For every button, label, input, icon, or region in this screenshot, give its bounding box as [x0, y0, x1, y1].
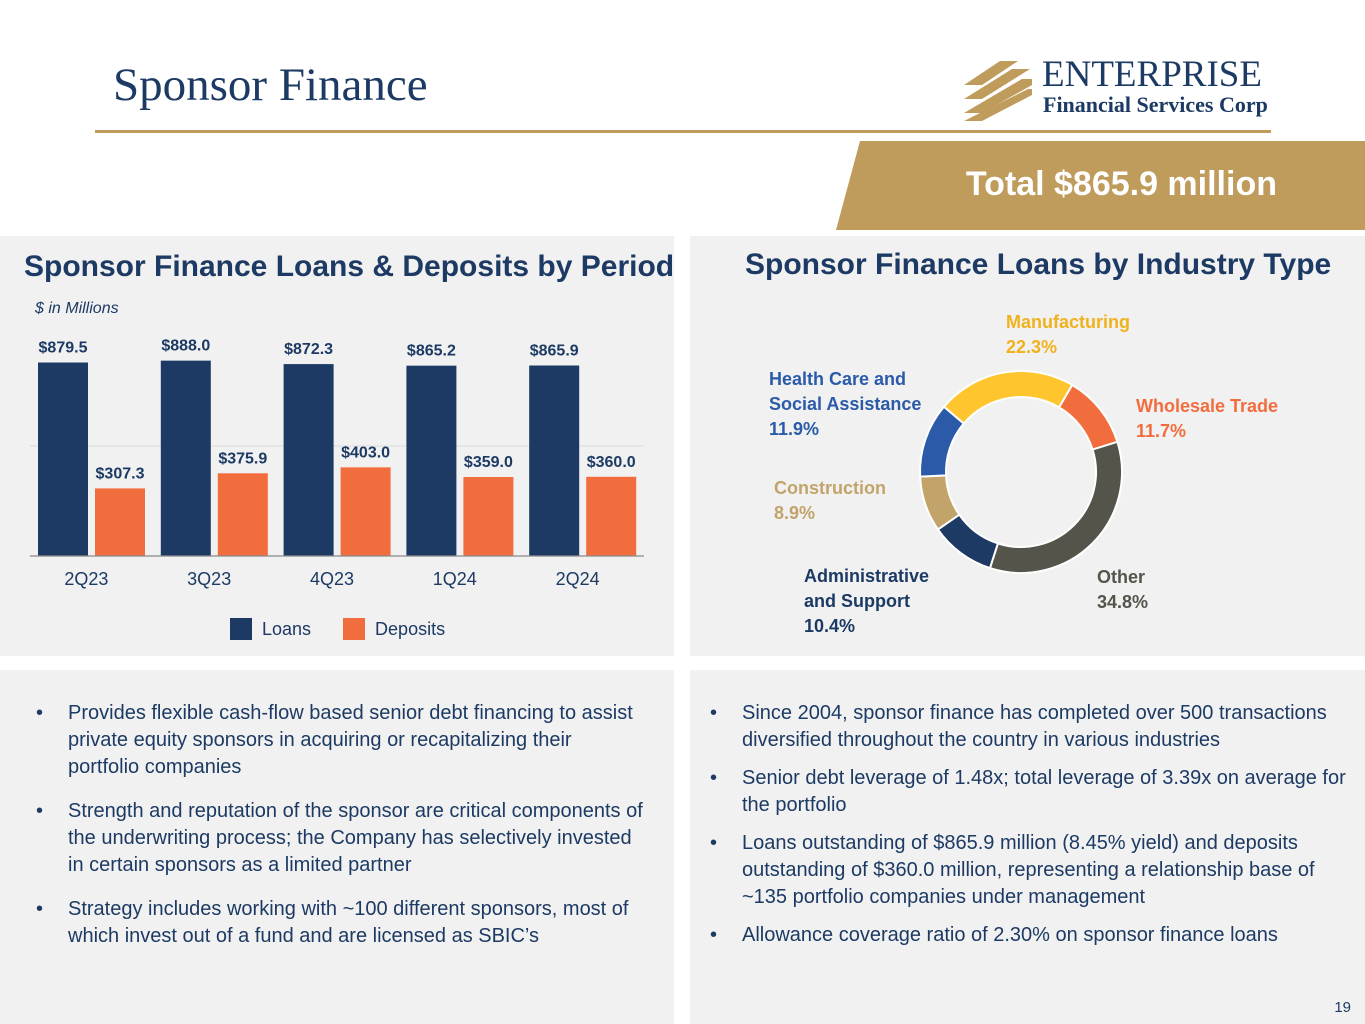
label-wholesale: Wholesale Trade 11.7%: [1136, 394, 1278, 444]
loans-deposits-panel: Sponsor Finance Loans & Deposits by Peri…: [0, 236, 674, 656]
title-divider: [95, 130, 1271, 133]
label-other: Other 34.8%: [1097, 565, 1148, 615]
donut-chart: [919, 370, 1123, 574]
page-number: 19: [1334, 999, 1351, 1016]
bar-loans-4Q23: [283, 364, 334, 556]
data-label-deposits-1Q24: $359.0: [464, 454, 513, 471]
label-admin-line2: and Support: [804, 591, 910, 611]
label-other-name: Other: [1097, 567, 1146, 587]
description-panel-left: Provides flexible cash-flow based senior…: [0, 670, 674, 1024]
label-admin-line1: Administrative: [804, 566, 930, 586]
donut-slice-health-care-and-social-assistance: [919, 405, 966, 478]
data-label-loans-3Q23: $888.0: [161, 338, 210, 355]
donut-chart-title: Sponsor Finance Loans by Industry Type: [745, 248, 1332, 281]
label-manufacturing-value: 22.3%: [1006, 337, 1058, 357]
company-logo: ENTERPRISE Financial Services Corp: [960, 54, 1275, 125]
legend-label-loans: Loans: [262, 618, 312, 639]
data-label-deposits-2Q23: $307.3: [96, 465, 145, 482]
logo-subtitle: Financial Services Corp: [1043, 92, 1268, 117]
label-health-value: 11.9%: [769, 419, 820, 439]
data-label-loans-2Q23: $879.5: [39, 340, 88, 357]
legend-item-loans: Loans: [230, 618, 311, 640]
label-admin: Administrative and Support 10.4%: [804, 564, 929, 639]
bullet-item: Provides flexible cash-flow based senior…: [34, 700, 644, 781]
logo-mark-icon: [964, 61, 1032, 121]
label-health-line1: Health Care and: [769, 369, 907, 389]
bullet-item: Strength and reputation of the sponsor a…: [34, 798, 644, 879]
legend-swatch-deposits: [343, 618, 366, 640]
description-panel-right: Since 2004, sponsor finance has complete…: [690, 670, 1365, 1024]
label-manufacturing: Manufacturing 22.3%: [1006, 310, 1130, 360]
bar-legend: Loans Deposits: [230, 618, 477, 640]
bar-deposits-3Q23: [217, 473, 268, 556]
total-amount: Total $865.9 million: [965, 165, 1277, 203]
label-health: Health Care and Social Assistance 11.9%: [769, 367, 921, 442]
x-tick-label-2Q23: 2Q23: [64, 569, 108, 589]
legend-label-deposits: Deposits: [375, 618, 446, 639]
bullet-item: Strategy includes working with ~100 diff…: [34, 896, 644, 950]
label-construction: Construction 8.9%: [774, 476, 886, 526]
bar-loans-2Q23: [38, 362, 88, 556]
label-admin-value: 10.4%: [804, 616, 856, 636]
bar-chart-title: Sponsor Finance Loans & Deposits by Peri…: [24, 250, 675, 283]
legend-item-deposits: Deposits: [343, 618, 445, 640]
bar-deposits-4Q23: [340, 467, 391, 556]
label-construction-name: Construction: [774, 478, 886, 498]
label-construction-value: 8.9%: [774, 503, 816, 523]
bar-deposits-2Q23: [95, 488, 145, 556]
data-label-deposits-2Q24: $360.0: [587, 454, 636, 471]
x-tick-label-4Q23: 4Q23: [310, 569, 354, 589]
bullet-item: Allowance coverage ratio of 2.30% on spo…: [708, 922, 1348, 949]
bar-loans-2Q24: [529, 365, 580, 556]
label-health-line2: Social Assistance: [769, 394, 922, 414]
x-tick-label-1Q24: 1Q24: [433, 569, 477, 589]
donut-slice-other: [988, 440, 1123, 574]
x-tick-label-3Q23: 3Q23: [187, 569, 231, 589]
banner-shape: [836, 141, 1365, 230]
logo-name: ENTERPRISE: [1042, 54, 1262, 95]
donut-slice-manufacturing: [942, 370, 1074, 425]
label-wholesale-value: 11.7%: [1136, 421, 1187, 441]
legend-swatch-loans: [230, 618, 252, 640]
bar-deposits-1Q24: [463, 477, 514, 556]
units-label: $ in Millions: [35, 300, 119, 317]
label-manufacturing-name: Manufacturing: [1006, 312, 1130, 332]
bar-loans-1Q24: [406, 365, 457, 556]
bar-chart: $879.5 $307.3 2Q23 $888.0 $375.9 3Q23 $872.3 $4…: [30, 338, 644, 589]
bar-deposits-2Q24: [586, 476, 637, 556]
data-label-deposits-4Q23: $403.0: [341, 444, 390, 461]
bullet-list-right: Since 2004, sponsor finance has complete…: [708, 700, 1348, 960]
data-label-loans-2Q24: $865.9: [530, 343, 579, 360]
x-tick-label-2Q24: 2Q24: [556, 569, 600, 589]
bar-loans-3Q23: [160, 360, 211, 556]
data-label-loans-4Q23: $872.3: [284, 341, 333, 358]
data-label-deposits-3Q23: $375.9: [218, 450, 267, 467]
bullet-item: Senior debt leverage of 1.48x; total lev…: [708, 765, 1348, 819]
label-other-value: 34.8%: [1097, 592, 1149, 612]
data-label-loans-1Q24: $865.2: [407, 343, 456, 360]
bullet-item: Loans outstanding of $865.9 million (8.4…: [708, 830, 1348, 911]
bullet-list-left: Provides flexible cash-flow based senior…: [34, 700, 644, 967]
page-title: Sponsor Finance: [113, 59, 428, 111]
industry-panel: Sponsor Finance Loans by Industry Type M…: [690, 236, 1365, 656]
bullet-item: Since 2004, sponsor finance has complete…: [708, 700, 1348, 754]
donut-slice-wholesale-trade: [1057, 383, 1119, 451]
label-wholesale-name: Wholesale Trade: [1136, 396, 1279, 416]
total-banner: Total $865.9 million: [836, 141, 1365, 230]
